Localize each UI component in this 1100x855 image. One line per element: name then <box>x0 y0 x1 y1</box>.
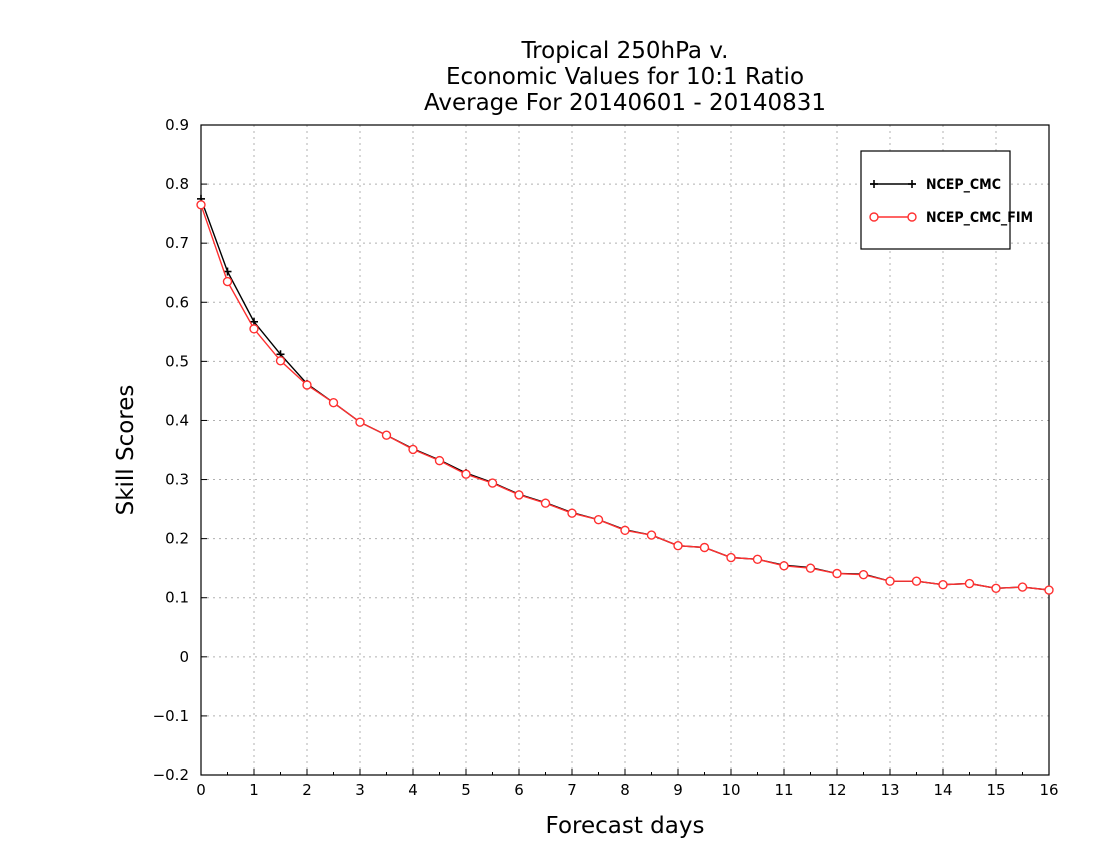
x-tick-label: 11 <box>774 781 793 799</box>
y-tick-label: 0.3 <box>165 471 189 489</box>
chart-title-line-1: Tropical 250hPa v. <box>521 38 729 64</box>
data-point-ncep-cmc-fim <box>911 576 922 586</box>
data-point-ncep-cmc-fim <box>461 469 471 479</box>
data-point-ncep-cmc-fim <box>832 568 842 579</box>
legend-label-ncep-cmc-fim: NCEP_CMC_FIM <box>926 210 1033 226</box>
data-point-ncep-cmc-fim <box>1044 585 1054 595</box>
data-point-ncep-cmc-fim <box>779 561 789 571</box>
data-point-ncep-cmc-fim <box>408 444 418 455</box>
y-tick-label: 0.6 <box>165 293 189 311</box>
y-tick-label: 0.7 <box>165 234 189 252</box>
x-tick-label: 15 <box>986 781 1005 799</box>
x-tick-label: 4 <box>408 781 418 799</box>
data-point-ncep-cmc-fim <box>938 580 948 590</box>
y-tick-label: −0.1 <box>153 707 189 725</box>
data-point-ncep-cmc-fim <box>620 525 630 536</box>
x-tick-label: 8 <box>620 781 630 799</box>
data-point-ncep-cmc-fim <box>1017 582 1028 592</box>
data-point-ncep-cmc-fim <box>487 478 498 488</box>
data-point-ncep-cmc-fim <box>964 578 975 589</box>
data-point-ncep-cmc-fim <box>646 530 657 540</box>
data-point-ncep-cmc-fim <box>355 417 365 427</box>
x-tick-label: 7 <box>567 781 577 799</box>
y-tick-label: 0.9 <box>165 116 189 134</box>
grid <box>201 125 1049 775</box>
data-point-ncep-cmc <box>223 267 232 276</box>
y-tick-label: 0.5 <box>165 352 189 370</box>
x-tick-label: 13 <box>880 781 899 799</box>
data-point-ncep-cmc-fim <box>540 498 551 508</box>
legend-box <box>860 150 1011 250</box>
x-tick-label: 3 <box>355 781 365 799</box>
legend-marker-circle-icon-right <box>907 212 917 222</box>
data-point-ncep-cmc-fim <box>752 554 763 565</box>
y-tick-label: 0.4 <box>165 411 189 429</box>
data-point-ncep-cmc-fim <box>673 541 683 551</box>
data-point-ncep-cmc-fim <box>328 398 339 408</box>
y-axis-label: Skill Scores <box>113 385 139 516</box>
data-point-ncep-cmc-fim <box>567 508 577 518</box>
data-point-ncep-cmc-fim <box>805 563 816 573</box>
y-tick-label: 0.2 <box>165 530 189 548</box>
data-point-ncep-cmc-fim <box>885 576 895 586</box>
data-point-ncep-cmc-fim <box>196 200 206 210</box>
x-tick-label: 9 <box>673 781 683 799</box>
chart-title-line-3: Average For 20140601 - 20140831 <box>424 90 826 116</box>
x-tick-label: 0 <box>196 781 206 799</box>
legend-marker-plus-icon-right <box>908 180 916 188</box>
x-tick-label: 2 <box>302 781 312 799</box>
data-point-ncep-cmc-fim <box>593 515 604 525</box>
chart-title-line-2: Economic Values for 10:1 Ratio <box>446 64 804 90</box>
data-point-ncep-cmc-fim <box>381 430 392 440</box>
x-tick-label: 12 <box>827 781 846 799</box>
data-point-ncep-cmc-fim <box>302 380 312 390</box>
legend: NCEP_CMC NCEP_CMC_FIM <box>860 150 1033 250</box>
data-point-ncep-cmc-fim <box>275 356 286 366</box>
x-tick-label: 14 <box>933 781 952 799</box>
x-tick-label: 16 <box>1039 781 1058 799</box>
x-tick-label: 5 <box>461 781 471 799</box>
x-tick-label: 1 <box>249 781 259 799</box>
data-point-ncep-cmc-fim <box>858 569 869 580</box>
y-tick-label: 0 <box>179 648 189 666</box>
data-point-ncep-cmc-fim <box>991 583 1001 593</box>
data-point-ncep-cmc-fim <box>434 455 445 466</box>
legend-marker-plus-icon <box>870 180 878 188</box>
series-layer <box>196 194 1054 595</box>
legend-marker-circle-icon <box>869 212 879 222</box>
data-point-ncep-cmc-fim <box>514 490 524 500</box>
data-point-ncep-cmc-fim <box>249 324 259 334</box>
x-axis-label: Forecast days <box>546 813 705 839</box>
y-tick-label: 0.8 <box>165 175 189 193</box>
legend-label-ncep-cmc: NCEP_CMC <box>926 177 1001 193</box>
y-tick-label: 0.1 <box>165 589 189 607</box>
data-point-ncep-cmc-fim <box>699 542 710 553</box>
x-tick-label: 6 <box>514 781 524 799</box>
data-point-ncep-cmc-fim <box>726 552 736 563</box>
y-tick-label: −0.2 <box>153 766 189 784</box>
axis-ticks: 0 1 2 3 4 5 6 7 8 9 10 11 12 13 14 15 16−0.2−0.100.10.20… <box>153 116 1059 799</box>
x-tick-label: 10 <box>721 781 740 799</box>
data-point-ncep-cmc-fim <box>222 276 233 287</box>
